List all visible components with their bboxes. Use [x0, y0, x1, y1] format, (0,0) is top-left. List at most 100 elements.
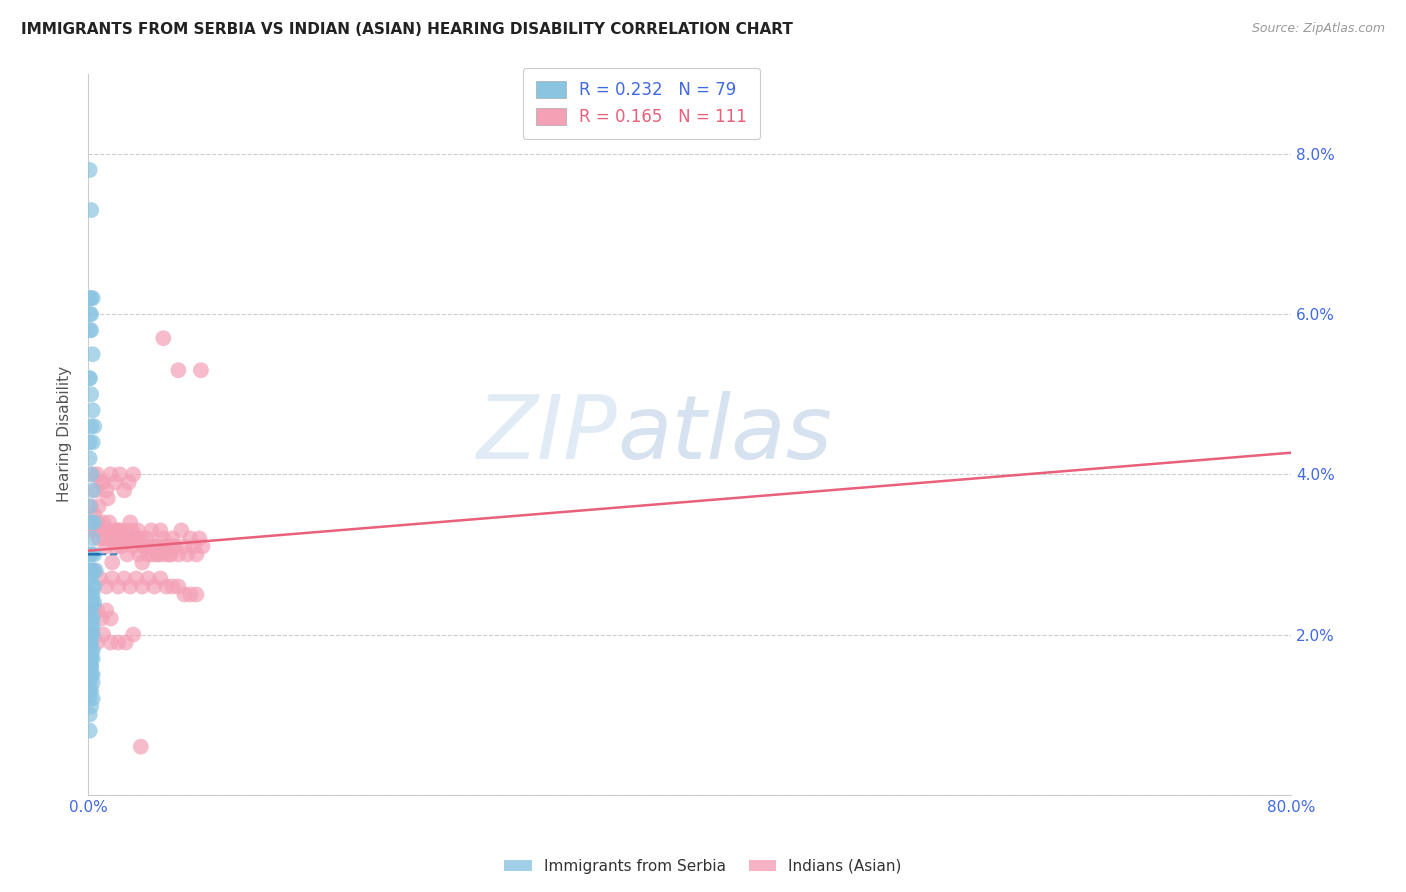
Point — [129, 532, 152, 546]
Point — [118, 532, 141, 546]
Point — [107, 635, 129, 649]
Point — [80, 291, 103, 305]
Point — [112, 572, 135, 586]
Point — [80, 587, 103, 601]
Point — [165, 540, 187, 554]
Point — [82, 291, 104, 305]
Point — [80, 651, 103, 665]
Point — [120, 516, 142, 530]
Point — [84, 564, 107, 578]
Point — [79, 723, 101, 738]
Point — [89, 572, 111, 586]
Point — [149, 524, 172, 538]
Point — [167, 548, 190, 562]
Point — [83, 595, 105, 609]
Point — [79, 564, 101, 578]
Point — [155, 540, 177, 554]
Point — [131, 556, 153, 570]
Point — [188, 532, 211, 546]
Point — [79, 500, 101, 514]
Point — [96, 603, 118, 617]
Point — [128, 548, 150, 562]
Point — [100, 635, 122, 649]
Point — [131, 579, 153, 593]
Point — [93, 532, 115, 546]
Point — [145, 540, 167, 554]
Point — [79, 371, 101, 385]
Point — [82, 627, 104, 641]
Point — [79, 572, 101, 586]
Point — [89, 524, 111, 538]
Point — [91, 475, 114, 490]
Point — [80, 595, 103, 609]
Text: atlas: atlas — [617, 392, 832, 477]
Point — [122, 627, 145, 641]
Point — [91, 627, 114, 641]
Point — [82, 403, 104, 417]
Point — [87, 500, 110, 514]
Point — [98, 516, 121, 530]
Point — [80, 564, 103, 578]
Point — [82, 483, 104, 498]
Point — [136, 572, 159, 586]
Point — [82, 675, 104, 690]
Point — [84, 483, 107, 498]
Point — [82, 667, 104, 681]
Point — [186, 587, 208, 601]
Point — [86, 467, 108, 482]
Point — [82, 643, 104, 657]
Point — [82, 595, 104, 609]
Point — [163, 540, 186, 554]
Point — [80, 387, 103, 401]
Point — [190, 363, 212, 377]
Point — [183, 540, 205, 554]
Point — [135, 532, 157, 546]
Point — [173, 587, 195, 601]
Point — [79, 163, 101, 178]
Legend: R = 0.232   N = 79, R = 0.165   N = 111: R = 0.232 N = 79, R = 0.165 N = 111 — [523, 68, 761, 139]
Point — [152, 532, 174, 546]
Point — [170, 524, 193, 538]
Point — [149, 572, 172, 586]
Point — [79, 595, 101, 609]
Point — [125, 532, 148, 546]
Point — [162, 532, 184, 546]
Point — [104, 540, 127, 554]
Point — [96, 579, 118, 593]
Point — [79, 667, 101, 681]
Point — [82, 435, 104, 450]
Point — [82, 467, 104, 482]
Point — [162, 579, 184, 593]
Point — [156, 540, 179, 554]
Point — [79, 635, 101, 649]
Point — [82, 619, 104, 633]
Point — [79, 675, 101, 690]
Point — [107, 524, 129, 538]
Point — [79, 627, 101, 641]
Point — [97, 524, 120, 538]
Point — [120, 579, 142, 593]
Point — [101, 572, 124, 586]
Point — [82, 579, 104, 593]
Point — [83, 508, 105, 522]
Point — [152, 331, 174, 345]
Point — [167, 363, 190, 377]
Point — [122, 540, 145, 554]
Point — [121, 524, 143, 538]
Point — [79, 291, 101, 305]
Point — [79, 435, 101, 450]
Point — [90, 611, 112, 625]
Point — [118, 475, 141, 490]
Point — [111, 532, 134, 546]
Point — [139, 540, 162, 554]
Point — [96, 540, 118, 554]
Point — [80, 307, 103, 321]
Point — [80, 419, 103, 434]
Point — [80, 500, 103, 514]
Point — [150, 540, 173, 554]
Point — [101, 556, 124, 570]
Point — [83, 419, 105, 434]
Point — [125, 572, 148, 586]
Point — [100, 532, 122, 546]
Point — [84, 524, 107, 538]
